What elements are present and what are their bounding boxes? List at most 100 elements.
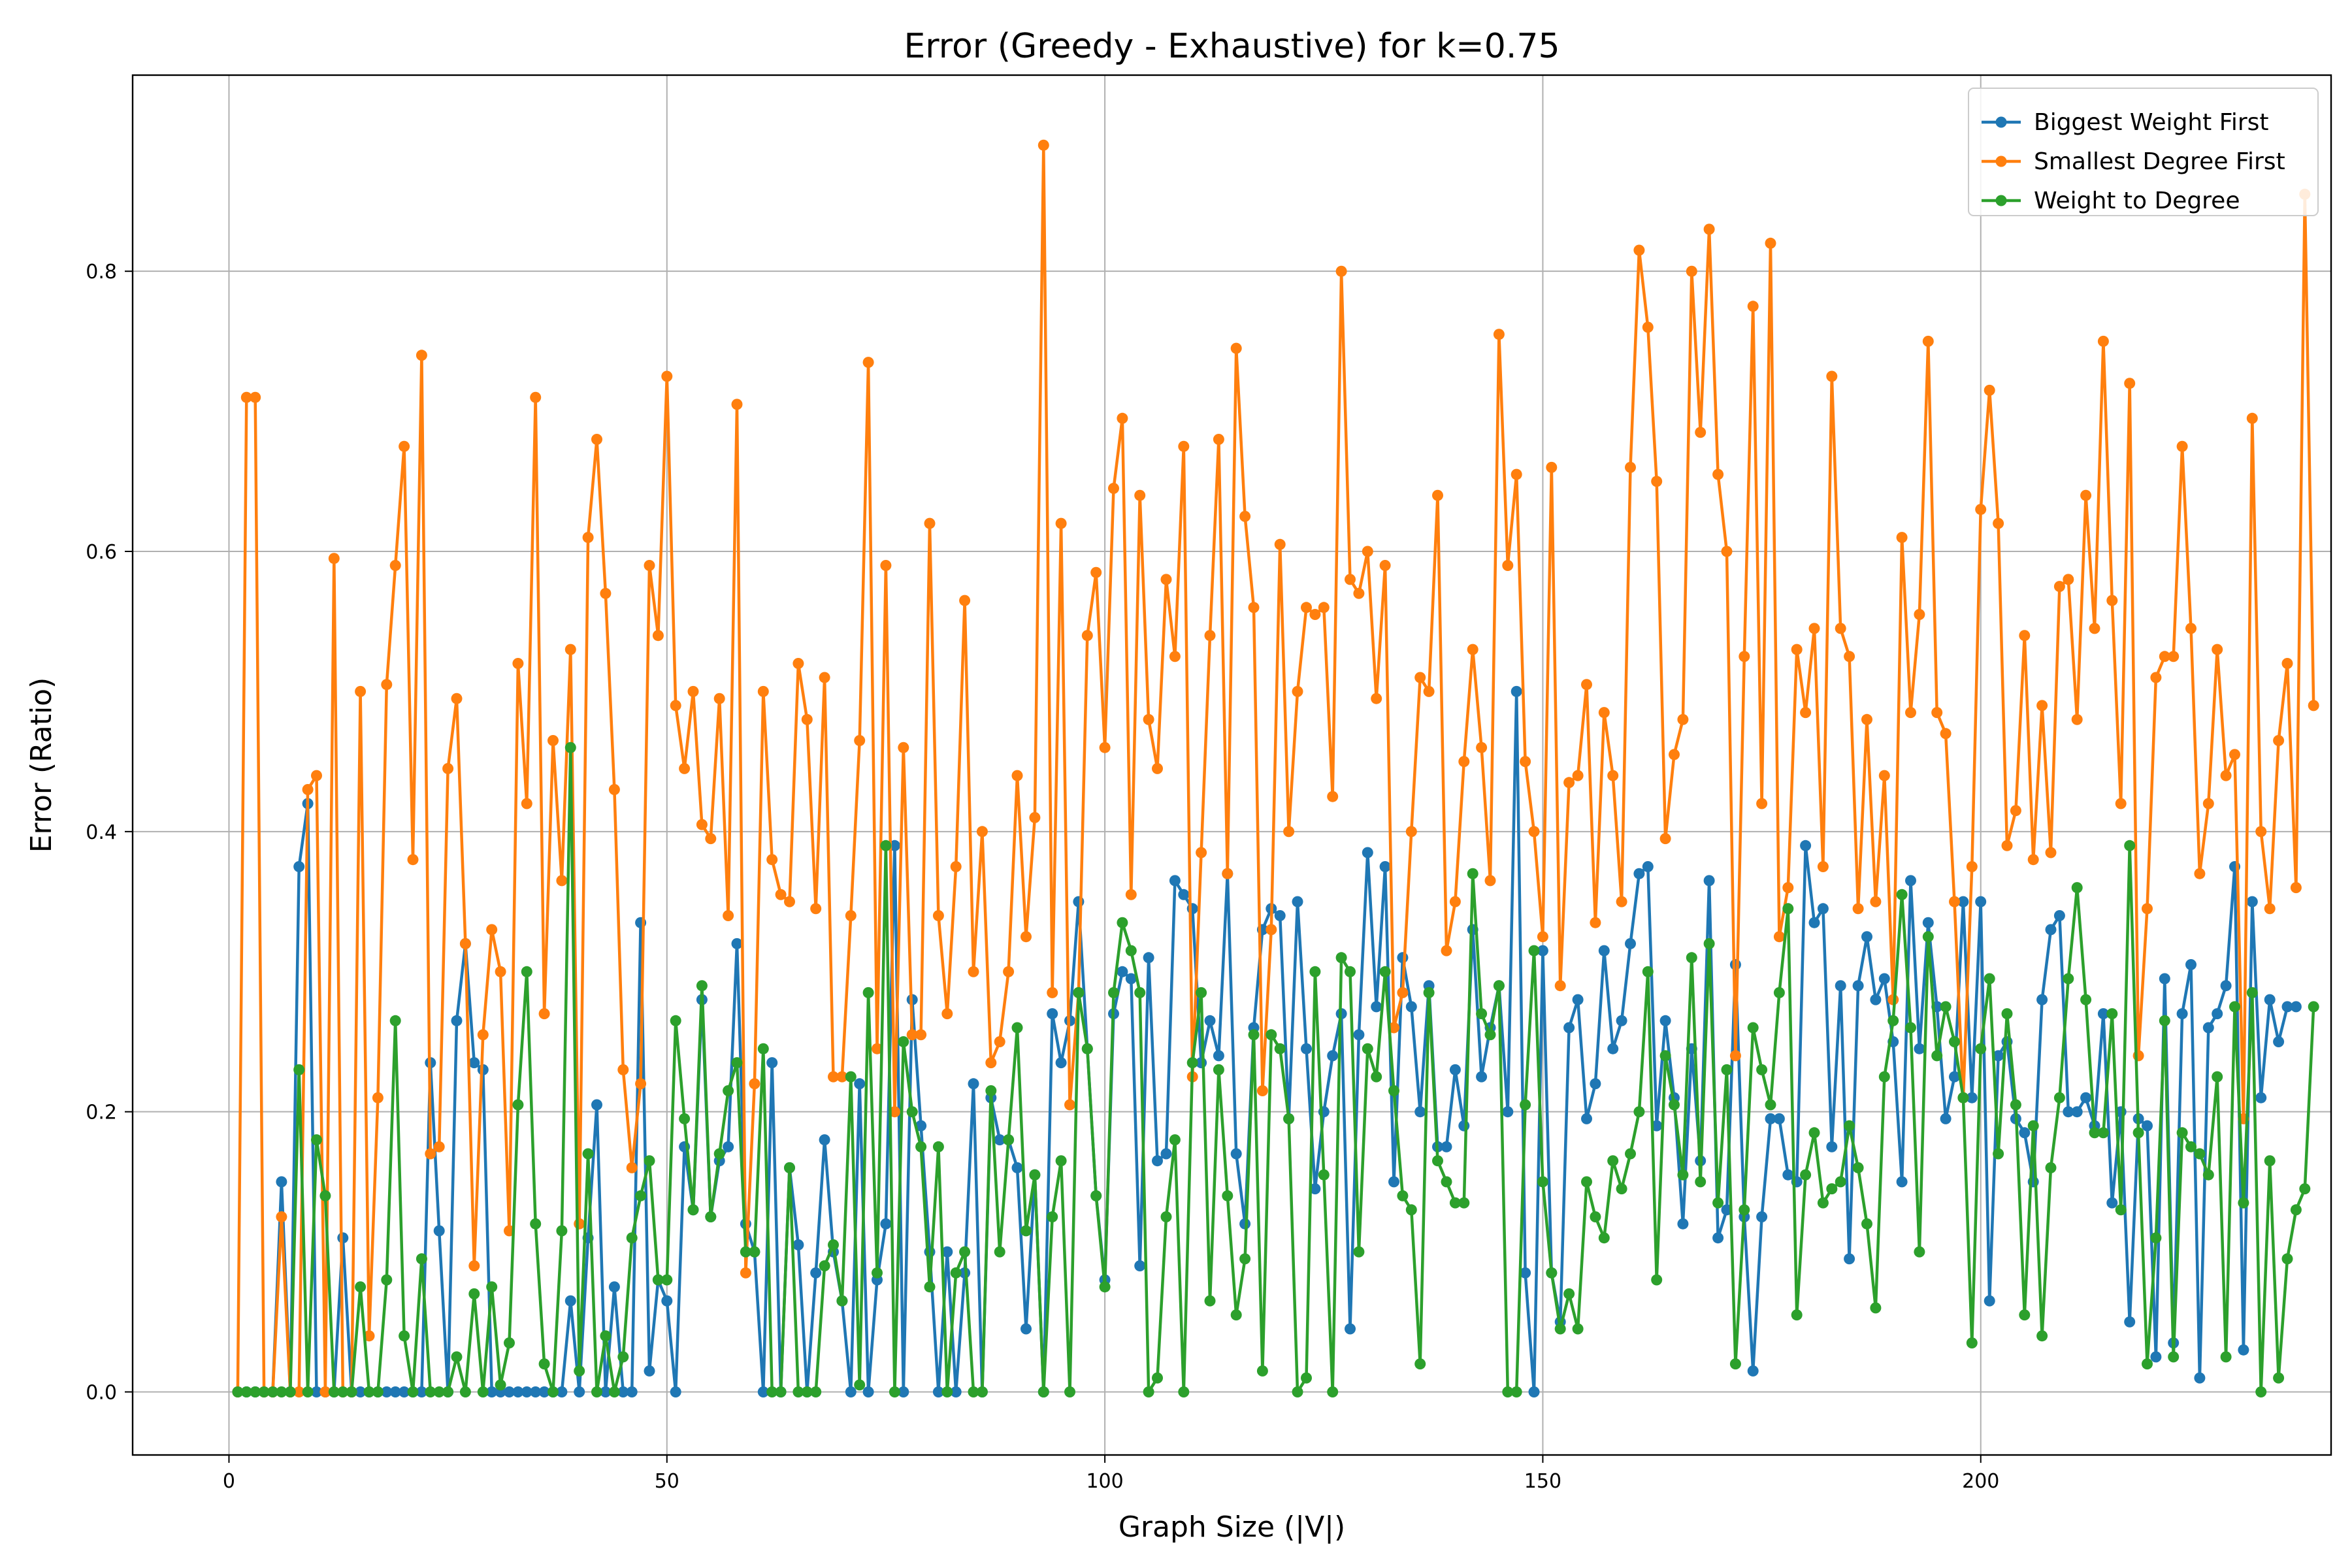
data-point: [240, 1386, 252, 1397]
data-point: [1152, 1372, 1163, 1384]
data-point: [1441, 1141, 1452, 1152]
data-point: [1152, 1155, 1163, 1167]
data-point: [486, 1386, 498, 1397]
data-point: [1563, 1022, 1575, 1034]
data-point: [1081, 1043, 1093, 1054]
legend-marker: [1995, 116, 2007, 128]
data-point: [784, 896, 795, 907]
data-point: [319, 1190, 331, 1201]
data-point: [468, 1057, 480, 1069]
data-point: [679, 762, 691, 774]
data-point: [1117, 966, 1128, 977]
data-point: [1379, 861, 1391, 872]
data-point: [1800, 707, 1812, 719]
data-point: [1449, 1197, 1461, 1209]
data-point: [968, 966, 979, 977]
data-point: [1598, 707, 1610, 719]
data-point: [2019, 1309, 2031, 1321]
data-point: [2255, 1092, 2267, 1103]
data-point: [1844, 1253, 1855, 1265]
x-tick-label: 100: [1086, 1470, 1123, 1493]
data-point: [2264, 994, 2276, 1005]
data-point: [363, 1330, 375, 1342]
data-point: [661, 1295, 673, 1307]
data-point: [1782, 882, 1794, 894]
data-point: [1388, 1022, 1399, 1034]
data-point: [1712, 468, 1724, 480]
data-point: [1274, 538, 1286, 550]
data-point: [1922, 917, 1934, 928]
data-point: [521, 1386, 532, 1397]
data-point: [1651, 1120, 1663, 1132]
data-point: [828, 1071, 839, 1083]
data-point: [872, 1043, 883, 1054]
data-point: [2115, 798, 2127, 809]
data-point: [564, 1295, 576, 1307]
data-point: [819, 1260, 830, 1271]
data-point: [845, 1071, 857, 1083]
data-point: [2124, 1316, 2136, 1328]
data-point: [2168, 1351, 2180, 1363]
data-point: [1003, 1134, 1015, 1146]
data-point: [1598, 945, 1610, 956]
data-point: [1449, 1064, 1461, 1075]
data-point: [1817, 903, 1829, 915]
data-point: [2045, 924, 2057, 936]
data-point: [1861, 931, 1872, 943]
data-point: [915, 1141, 927, 1152]
data-point: [2290, 882, 2302, 894]
data-point: [1021, 1323, 1032, 1335]
data-point: [293, 861, 305, 872]
data-point: [1607, 770, 1619, 781]
data-point: [801, 1386, 813, 1397]
data-point: [854, 1078, 866, 1090]
data-point: [1458, 756, 1470, 768]
data-point: [1309, 609, 1321, 620]
data-point: [381, 1274, 393, 1286]
data-point: [2036, 700, 2048, 711]
data-point: [2063, 574, 2074, 585]
data-point: [1449, 896, 1461, 907]
data-point: [2019, 1127, 2031, 1139]
data-point: [661, 1274, 673, 1286]
data-point: [399, 440, 410, 452]
data-point: [2150, 672, 2162, 683]
data-point: [1432, 1155, 1443, 1167]
data-point: [416, 1253, 427, 1265]
data-point: [1248, 1029, 1260, 1041]
data-point: [2212, 1008, 2223, 1020]
data-point: [2273, 1372, 2285, 1384]
data-point: [1353, 1029, 1365, 1041]
data-point: [1984, 384, 1995, 396]
legend-marker: [1995, 195, 2007, 206]
data-point: [1677, 1218, 1689, 1230]
data-point: [1852, 903, 1864, 915]
data-point: [1721, 546, 1733, 557]
data-point: [2246, 896, 2258, 907]
data-point: [556, 1386, 568, 1397]
data-point: [1011, 1022, 1023, 1034]
data-point: [600, 1386, 612, 1397]
data-point: [1826, 1141, 1838, 1152]
data-point: [1467, 868, 1478, 879]
data-point: [1773, 931, 1785, 943]
data-point: [600, 1330, 612, 1342]
data-point: [705, 1211, 717, 1222]
y-tick-label: 0.4: [86, 821, 117, 844]
data-point: [521, 966, 532, 977]
data-point: [2308, 700, 2319, 711]
data-point: [1852, 980, 1864, 992]
data-point: [2124, 378, 2136, 389]
data-point: [941, 1386, 953, 1397]
data-point: [1686, 952, 1697, 964]
data-point: [1633, 1106, 1645, 1118]
data-point: [862, 1386, 874, 1397]
data-point: [1782, 1169, 1794, 1181]
data-point: [854, 735, 866, 746]
data-point: [2176, 1008, 2188, 1020]
data-point: [626, 1232, 638, 1244]
data-point: [1905, 875, 1916, 887]
data-point: [355, 1386, 367, 1397]
